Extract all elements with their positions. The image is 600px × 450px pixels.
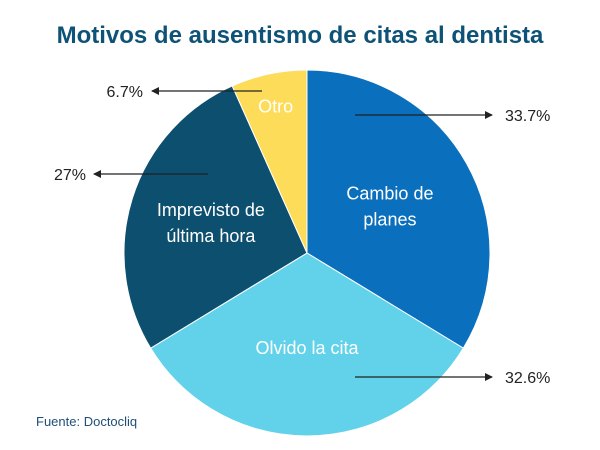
source-note: Fuente: Doctocliq <box>36 414 138 429</box>
slice-label: Olvido la cita <box>255 338 359 358</box>
value-label: 27% <box>54 167 86 184</box>
slice-label: Otro <box>258 96 293 116</box>
slice-label: Cambio de <box>346 183 433 203</box>
chart-title: Motivos de ausentismo de citas al dentis… <box>56 22 544 49</box>
pie-slice <box>306 69 491 349</box>
slice-label: planes <box>363 209 416 229</box>
slice-label: última hora <box>166 226 256 246</box>
value-label: 33.7% <box>505 108 550 125</box>
pie-slice <box>149 252 465 437</box>
pie-slice <box>231 69 308 254</box>
value-label: 6.7% <box>107 84 143 101</box>
slice-label: Imprevisto de <box>157 200 265 220</box>
value-label: 32.6% <box>505 370 550 387</box>
